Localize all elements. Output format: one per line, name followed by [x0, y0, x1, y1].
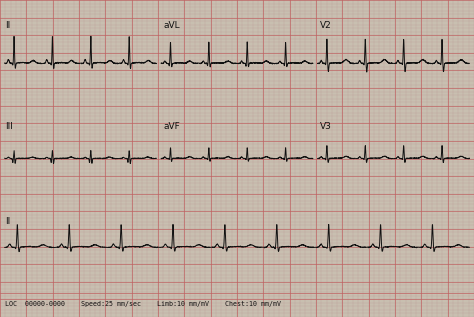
Text: aVF: aVF — [164, 122, 180, 131]
Text: II: II — [5, 21, 10, 29]
Text: II: II — [5, 217, 10, 226]
Text: III: III — [5, 122, 13, 131]
Text: aVL: aVL — [164, 21, 180, 29]
Text: LOC  00000-0000    Speed:25 mm/sec    Limb:10 mm/mV    Chest:10 mm/mV: LOC 00000-0000 Speed:25 mm/sec Limb:10 m… — [5, 301, 281, 307]
Text: V2: V2 — [320, 21, 332, 29]
Text: V3: V3 — [320, 122, 332, 131]
